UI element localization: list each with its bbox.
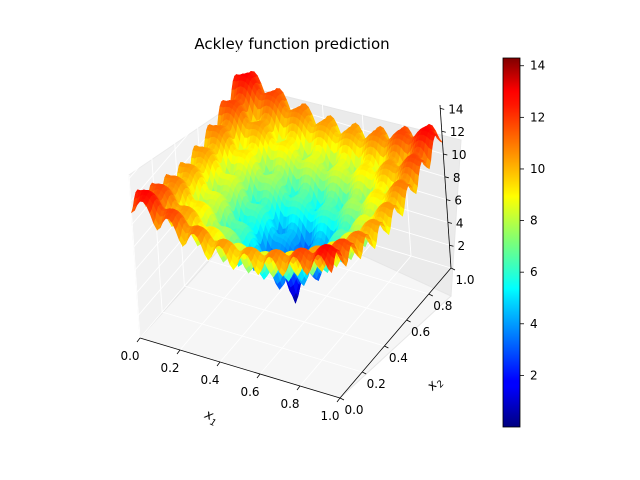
grid-line [128,47,441,179]
colorbar: 2 4 6 8 10 12 14 [502,57,545,428]
x-axis-line [139,337,341,399]
z-axis-line [439,104,452,269]
y-tick-mark [428,293,433,297]
y-tick-label: 0.2 [367,377,386,391]
y-axis-line [339,267,452,399]
z-tick-mark [440,108,445,110]
y-tick-label: 1.0 [455,273,474,287]
colorbar-tick-label: 2 [530,368,538,382]
grid-line [206,259,407,321]
colorbar-tick-label: 8 [530,214,538,228]
x-tick-mark [256,373,261,379]
z-tick-label: 12 [450,125,465,139]
z-tick-mark [443,153,448,156]
z-tick-label: 6 [454,194,462,208]
y-tick-mark [362,371,367,375]
grid-line [299,255,412,387]
colorbar-tick-label: 14 [530,59,545,73]
x-tick-label: 1.0 [320,409,339,423]
x-tick-label: 0.0 [120,349,139,363]
surface-patch [327,263,334,274]
colorbar-gradient [502,57,521,428]
z-tick-label: 4 [456,216,464,230]
x-axis-ticks: 0.0 0.2 0.4 0.6 0.8 1.0 [120,337,341,423]
x-tick-label: 0.2 [160,361,179,375]
colorbar-tick-label: 4 [530,317,538,331]
y-axis-ticks: 0.0 0.20.40.60.81.0 [339,267,475,417]
y-tick-label: 0.8 [433,299,452,313]
grid-line [259,243,372,375]
chart-title: Ackley function prediction [194,35,389,53]
x-tick-mark [136,337,141,343]
colorbar-tick-label: 6 [530,265,538,279]
z-tick-label: 2 [457,239,465,253]
x-axis-label-sub: 1 [208,418,217,429]
x-tick-label: 0.6 [240,385,259,399]
colorbar-tick-label: 10 [530,162,545,176]
grid-line [130,70,442,202]
y-tick-label: 0.0 [344,403,363,417]
z-tick-label: 8 [453,171,461,185]
y-axis-label-sub: 2 [435,379,446,390]
x-tick-mark [216,361,221,367]
z-tick-mark [444,176,449,179]
colorbar-ticks: 2 4 6 8 10 12 14 [520,59,545,382]
grid-line [184,285,385,347]
y-tick-mark [450,267,456,271]
z-axis-ticks: 2 4 6 8 10 12 14 [440,102,467,253]
colorbar-tick-label: 12 [530,110,545,124]
x-tick-mark [296,385,301,391]
y-tick-mark [384,345,389,349]
y-axis-label: x2 [424,373,447,396]
z-tick-mark [449,244,454,247]
axis-lines [139,104,452,399]
y-tick-mark [339,397,345,401]
x-tick-label: 0.8 [280,397,299,411]
grid-line [162,311,363,373]
x-tick-label: 0.4 [200,373,219,387]
x-axis-label: x1 [200,407,221,429]
z-tick-mark [441,130,446,133]
z-tick-label: 14 [448,102,463,116]
surface-plot [130,70,443,304]
y-tick-label: 0.4 [389,351,408,365]
x-tick-mark [336,397,341,403]
x-tick-mark [176,349,181,355]
z-tick-mark [446,199,451,201]
y-tick-label: 0.6 [411,325,430,339]
z-tick-label: 10 [451,148,466,162]
y-tick-mark [406,319,411,323]
grid-line [128,174,141,339]
z-tick-mark [447,222,453,224]
